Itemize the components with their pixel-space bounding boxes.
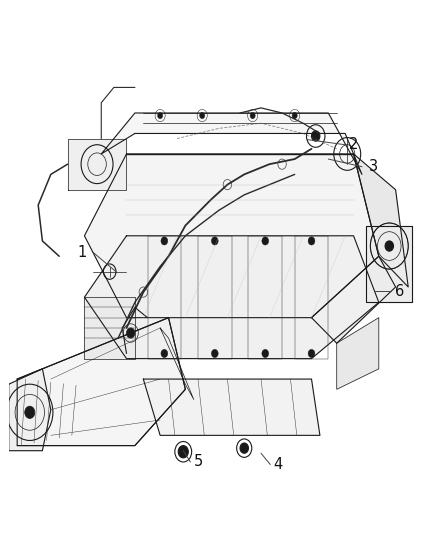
Polygon shape	[85, 154, 379, 318]
Circle shape	[25, 406, 35, 418]
Text: 4: 4	[273, 457, 283, 472]
Circle shape	[262, 237, 268, 245]
Polygon shape	[67, 139, 127, 190]
Circle shape	[178, 446, 188, 458]
Polygon shape	[366, 225, 413, 302]
Circle shape	[311, 131, 320, 141]
Polygon shape	[160, 328, 194, 400]
Polygon shape	[353, 154, 408, 287]
Circle shape	[158, 112, 162, 119]
Circle shape	[385, 241, 393, 251]
Circle shape	[240, 443, 248, 453]
Polygon shape	[143, 379, 320, 435]
Polygon shape	[9, 369, 51, 451]
Circle shape	[250, 112, 255, 119]
Circle shape	[292, 112, 297, 119]
Circle shape	[212, 237, 218, 245]
Circle shape	[161, 237, 168, 245]
Circle shape	[161, 350, 168, 358]
Polygon shape	[311, 256, 396, 343]
Circle shape	[200, 112, 205, 119]
Text: 2: 2	[349, 137, 358, 152]
Circle shape	[308, 237, 315, 245]
Text: 6: 6	[395, 284, 404, 298]
Polygon shape	[337, 318, 379, 389]
Polygon shape	[17, 318, 185, 446]
Circle shape	[262, 350, 268, 358]
Text: 1: 1	[78, 245, 87, 260]
Polygon shape	[101, 113, 362, 174]
Polygon shape	[85, 236, 379, 359]
Circle shape	[127, 328, 135, 338]
Circle shape	[212, 350, 218, 358]
Circle shape	[308, 350, 315, 358]
Polygon shape	[85, 297, 135, 359]
Text: 5: 5	[193, 455, 203, 470]
Text: 3: 3	[369, 159, 378, 174]
